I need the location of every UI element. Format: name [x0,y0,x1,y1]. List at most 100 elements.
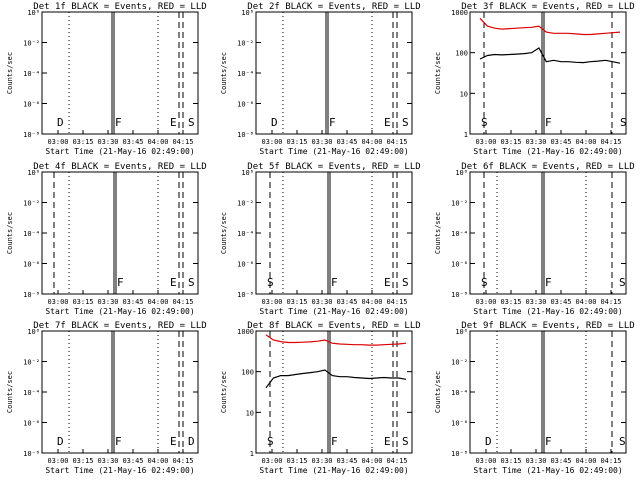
panel-title: Det 9f BLACK = Events, RED = LLD [461,321,634,331]
marker-label: D [485,435,492,448]
marker-label: E [170,116,177,129]
x-tick-label: 04:15 [600,298,621,306]
x-tick-label: 04:00 [147,298,168,306]
x-tick-label: 03:00 [261,298,282,306]
panel-title: Det 4f BLACK = Events, RED = LLD [33,162,206,172]
detector-panel: Det 1f BLACK = Events, RED = LLD 10⁻⁸ 10⁻⁶… [6,2,207,156]
y-axis-label: Counts/sec [6,212,14,254]
x-axis-label: Start Time (21-May-16 02:49:00) [473,307,622,316]
x-tick-label: 04:15 [600,138,621,146]
y-tick-label: 10⁰ [455,169,468,177]
y-tick-label: 10⁻⁸ [237,131,254,139]
y-axis-label: Counts/sec [434,212,442,254]
x-tick-label: 03:30 [311,138,332,146]
y-tick-label: 10⁻⁸ [23,450,40,458]
marker-label: E [170,435,177,448]
x-tick-label: 03:00 [261,457,282,465]
y-tick-label: 10⁻⁶ [451,420,468,428]
y-tick-label: 10⁻⁴ [23,70,40,78]
y-tick-label: 10⁻² [237,200,254,208]
y-tick-label: 10⁻² [451,359,468,367]
x-tick-label: 03:00 [47,298,68,306]
y-tick-label: 10⁻⁴ [237,70,254,78]
x-tick-label: 03:00 [47,138,68,146]
y-tick-label: 1000 [451,9,468,17]
x-tick-label: 03:45 [550,138,571,146]
x-tick-label: 03:15 [500,457,521,465]
y-tick-label: 10⁻⁸ [451,450,468,458]
x-tick-label: 03:45 [122,298,143,306]
x-tick-label: 03:45 [122,457,143,465]
x-tick-label: 03:00 [475,298,496,306]
x-tick-label: 03:15 [72,138,93,146]
x-axis-label: Start Time (21-May-16 02:49:00) [45,147,194,156]
panel-title: Det 1f BLACK = Events, RED = LLD [33,2,206,12]
x-tick-label: 03:00 [475,457,496,465]
x-tick-label: 04:00 [147,138,168,146]
marker-label: S [620,116,627,129]
x-tick-label: 03:15 [286,457,307,465]
y-axis-label: Counts/sec [434,371,442,413]
y-tick-label: 10⁻⁶ [23,101,40,109]
x-tick-label: 03:15 [286,138,307,146]
marker-label: D [57,435,64,448]
marker-label: F [545,435,552,448]
x-tick-label: 03:15 [500,138,521,146]
x-tick-label: 03:45 [336,457,357,465]
series-line [265,369,407,389]
x-tick-label: 03:30 [97,457,118,465]
x-tick-label: 03:15 [72,457,93,465]
marker-label: F [331,435,338,448]
x-axis-label: Start Time (21-May-16 02:49:00) [473,147,622,156]
y-tick-label: 100 [455,50,468,58]
y-tick-label: 10⁻⁸ [237,291,254,299]
x-tick-label: 03:00 [475,138,496,146]
y-tick-label: 10⁻² [23,359,40,367]
x-tick-label: 04:15 [386,138,407,146]
marker-label: S [267,435,274,448]
x-tick-label: 03:30 [97,298,118,306]
y-tick-label: 10⁻⁴ [237,230,254,238]
marker-label: F [115,435,122,448]
x-tick-label: 04:00 [361,138,382,146]
series-line [479,47,621,64]
y-tick-label: 10⁻⁴ [23,230,40,238]
marker-label: S [619,435,626,448]
detector-panel: Det 4f BLACK = Events, RED = LLD 10⁻⁸ 10⁻⁶… [6,162,207,316]
marker-label: S [267,276,274,289]
x-axis-label: Start Time (21-May-16 02:49:00) [45,307,194,316]
y-tick-label: 10⁻⁸ [23,291,40,299]
x-tick-label: 04:15 [386,457,407,465]
detector-panel: Det 9f BLACK = Events, RED = LLD 10⁻⁸ 10⁻⁶… [434,321,635,475]
plot-frame [469,11,627,135]
y-tick-label: 10⁰ [27,169,40,177]
y-axis-label: Counts/sec [220,371,228,413]
y-tick-label: 10⁻⁴ [451,389,468,397]
marker-label: S [619,276,626,289]
marker-label: F [545,116,552,129]
x-tick-label: 04:15 [386,298,407,306]
marker-label: S [402,116,409,129]
x-tick-label: 04:00 [147,457,168,465]
x-tick-label: 03:45 [336,138,357,146]
x-tick-label: 03:45 [550,298,571,306]
x-tick-label: 03:30 [525,298,546,306]
marker-label: F [545,276,552,289]
x-tick-label: 04:15 [172,457,193,465]
y-tick-label: 10⁻⁴ [23,389,40,397]
detector-panel: Det 6f BLACK = Events, RED = LLD 10⁻⁸ 10⁻⁶… [434,162,635,316]
marker-label: S [481,276,488,289]
marker-label: S [481,116,488,129]
x-tick-label: 03:30 [525,457,546,465]
x-tick-label: 04:00 [575,298,596,306]
y-tick-label: 10⁰ [27,9,40,17]
y-tick-label: 10⁰ [241,9,254,17]
y-axis-label: Counts/sec [220,52,228,94]
marker-label: S [402,276,409,289]
x-tick-label: 04:00 [575,138,596,146]
x-tick-label: 03:00 [47,457,68,465]
x-tick-label: 03:15 [286,298,307,306]
y-axis-label: Counts/sec [6,371,14,413]
y-tick-label: 10⁻⁶ [237,101,254,109]
